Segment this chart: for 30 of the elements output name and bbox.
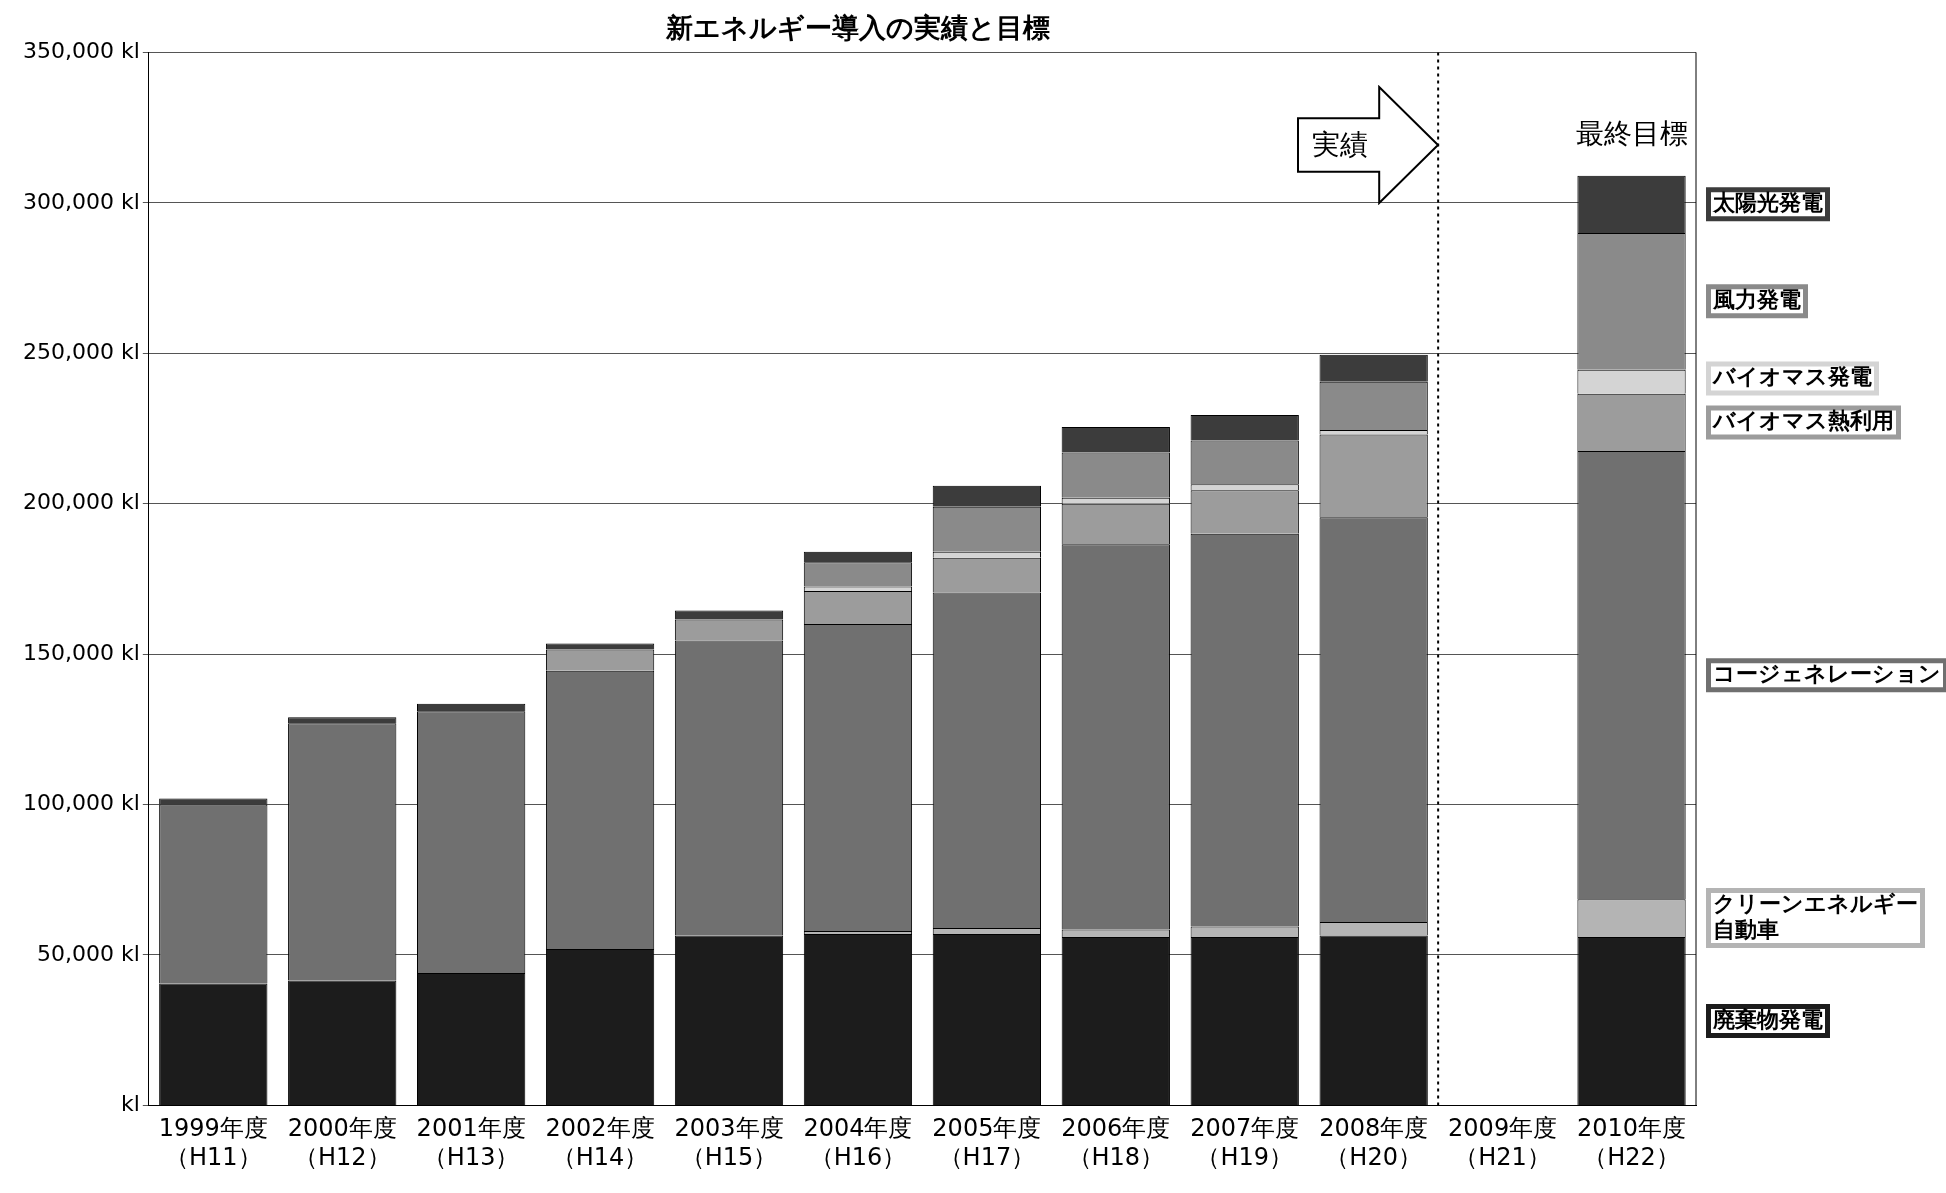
- x-tick-label: 2010年度（H22）: [1577, 1114, 1687, 1171]
- series-label: バイオマス熱利用: [1711, 408, 1894, 434]
- x-tick-label: 1999年度（H11）: [158, 1114, 268, 1171]
- x-tick-label: 2006年度（H18）: [1061, 1114, 1171, 1171]
- series-label: クリーンエネルギー自動車: [1713, 890, 1918, 942]
- x-tick-label: 2002年度（H14）: [545, 1114, 655, 1171]
- x-tick-label: 2001年度（H13）: [416, 1114, 526, 1171]
- x-tick-label: 2000年度（H12）: [287, 1114, 397, 1171]
- y-tick-label: 350,000 kl: [22, 38, 140, 64]
- series-label: コージェネレーション: [1713, 660, 1941, 686]
- x-tick-label: 2004年度（H16）: [803, 1114, 913, 1171]
- series-label: 廃棄物発電: [1712, 1006, 1823, 1032]
- x-tick-label: 2003年度（H15）: [674, 1114, 784, 1171]
- x-tick-label: 2009年度（H21）: [1448, 1114, 1558, 1171]
- y-tick-label: 250,000 kl: [22, 338, 140, 364]
- y-tick-label: 100,000 kl: [22, 790, 140, 816]
- x-tick-label: 2007年度（H19）: [1190, 1114, 1300, 1171]
- chart-title: 新エネルギー導入の実績と目標: [665, 12, 1050, 44]
- ref-line-label: 実績: [1312, 127, 1369, 164]
- annotation: 最終目標: [1575, 116, 1688, 153]
- y-tick-label: 50,000 kl: [36, 940, 140, 966]
- x-tick-label: 2005年度（H17）: [932, 1114, 1042, 1171]
- x-tick-label: 2008年度（H20）: [1319, 1114, 1429, 1171]
- y-tick-label: 200,000 kl: [22, 489, 140, 515]
- y-tick-label: 300,000 kl: [22, 188, 140, 214]
- series-label: 風力発電: [1712, 287, 1801, 313]
- series-label: バイオマス発電: [1711, 364, 1872, 390]
- y-tick-label: 150,000 kl: [22, 639, 140, 665]
- y-tick-label: kl: [120, 1091, 140, 1117]
- series-label: 太陽光発電: [1712, 190, 1823, 216]
